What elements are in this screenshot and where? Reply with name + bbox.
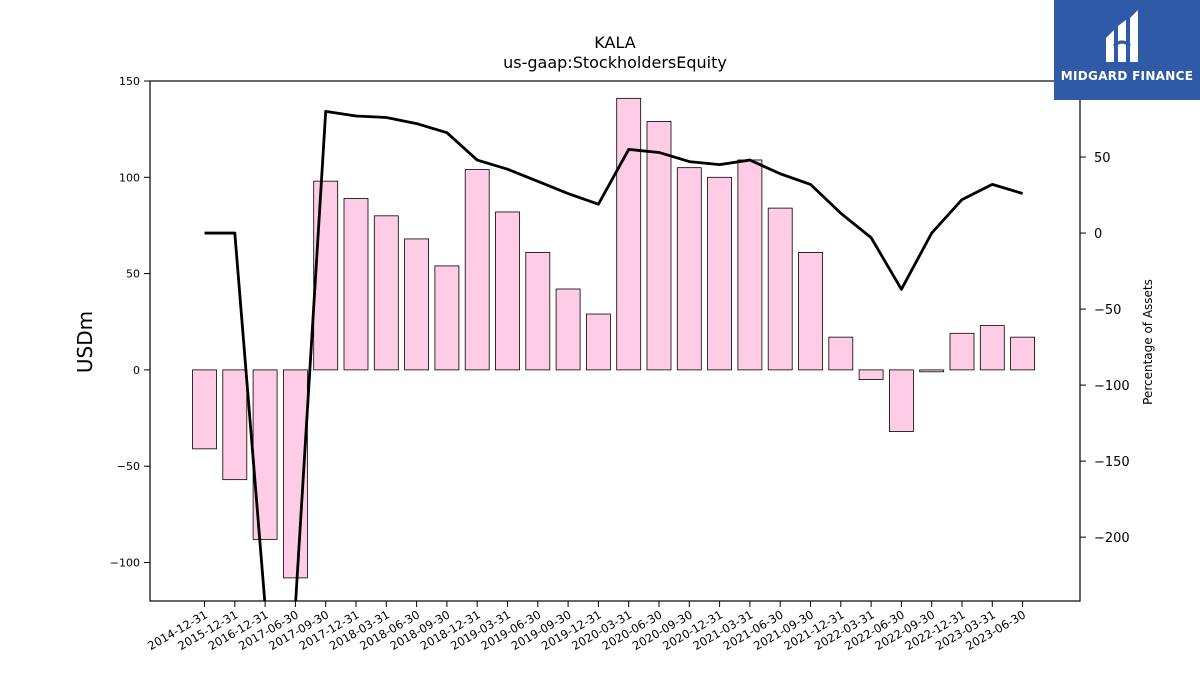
- y2-tick-label: 50: [1094, 151, 1111, 166]
- y2-tick-label: −150: [1094, 455, 1130, 470]
- bar-2022-09-30: [919, 369, 945, 373]
- y2-tick-label: −100: [1094, 379, 1130, 394]
- bar-2015-12-31: [222, 369, 248, 481]
- bar-2020-03-31: [616, 97, 642, 371]
- bar-2023-03-31: [979, 325, 1005, 371]
- bar-2019-06-30: [525, 252, 551, 371]
- bar-2018-12-31: [464, 169, 490, 371]
- y-tick-label: −100: [110, 556, 140, 569]
- y2-tick-label: −50: [1094, 303, 1121, 318]
- bar-2020-06-30: [646, 121, 672, 371]
- bar-2020-12-31: [707, 176, 732, 371]
- x-axis: 2014-12-312015-12-312016-12-312017-06-30…: [145, 601, 1028, 653]
- bar-2021-03-31: [737, 159, 763, 371]
- y-tick-label: 150: [119, 75, 140, 88]
- plot-frame: [149, 80, 1081, 602]
- chart-title: KALA: [594, 33, 635, 52]
- percentage-of-assets-line: [204, 110, 1024, 601]
- bar-2019-09-30: [555, 288, 581, 371]
- bar-2017-12-31: [343, 198, 369, 371]
- bar-2020-09-30: [676, 167, 702, 371]
- bar-2021-09-30: [798, 252, 823, 371]
- midgard-finance-logo: MIDGARD FINANCE: [1054, 0, 1200, 100]
- bar-2014-12-31: [192, 369, 217, 450]
- logo-mark-icon: [1106, 10, 1138, 62]
- y2-tick-label: 0: [1094, 227, 1102, 242]
- bar-2018-03-31: [373, 215, 399, 371]
- bar-2022-12-31: [949, 332, 975, 371]
- y2-tick-label: −200: [1094, 531, 1130, 546]
- y-axis-left: −100 −50 0 50 100 150: [110, 75, 150, 569]
- bar-2018-09-30: [434, 265, 460, 371]
- y-tick-label: −50: [117, 460, 140, 473]
- y-tick-label: 0: [133, 364, 140, 377]
- bar-2017-09-30: [313, 180, 339, 371]
- y-tick-label: 50: [126, 268, 140, 281]
- bar-2023-06-30: [1010, 336, 1035, 371]
- y-tick-label: 100: [119, 171, 140, 184]
- bar-2018-06-30: [404, 238, 430, 371]
- y-axis-right: −200 −150 −100 −50 0 50: [1080, 151, 1130, 546]
- chart-subtitle: us-gaap:StockholdersEquity: [503, 53, 727, 72]
- bar-2019-12-31: [586, 313, 611, 371]
- line-series: [204, 110, 1024, 601]
- y-axis-label: USDm: [73, 311, 97, 373]
- bar-2019-03-31: [495, 211, 520, 371]
- bar-2021-06-30: [767, 207, 793, 371]
- logo-text: MIDGARD FINANCE: [1060, 69, 1194, 83]
- bar-2022-03-31: [858, 369, 884, 380]
- y2-axis-label: Percentage of Assets: [1141, 279, 1155, 405]
- bar-2021-12-31: [828, 336, 854, 371]
- bar-series: [192, 97, 1035, 579]
- bar-2022-06-30: [889, 369, 914, 432]
